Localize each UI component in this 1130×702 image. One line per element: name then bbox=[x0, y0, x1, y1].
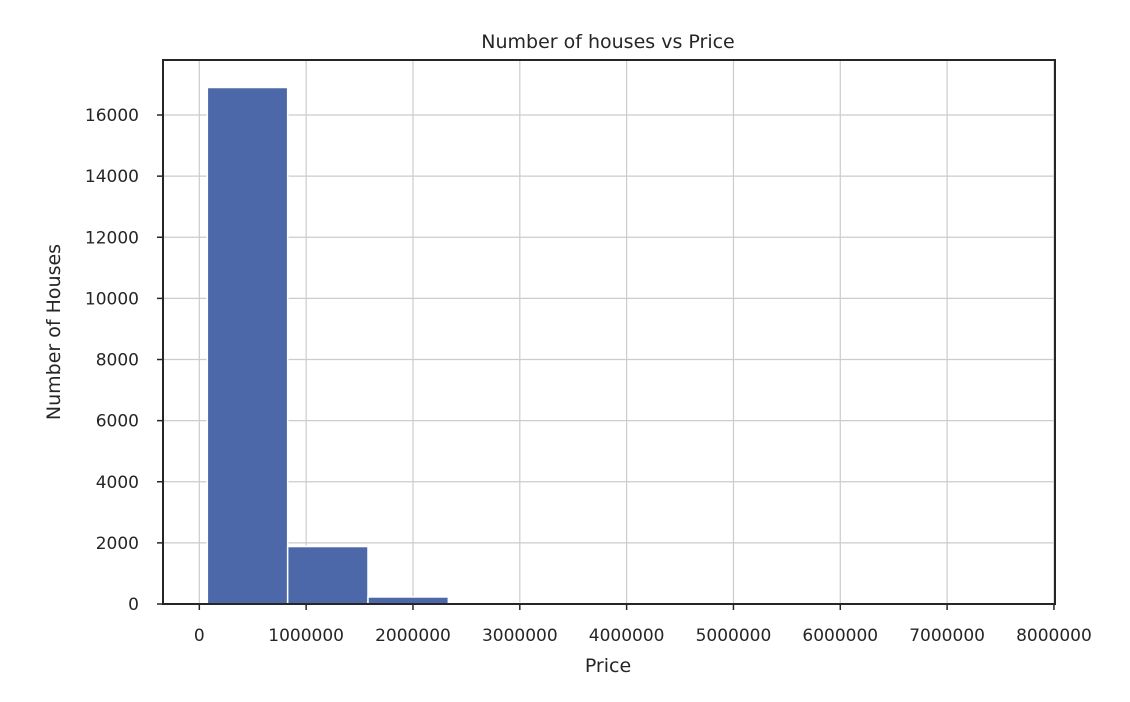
y-tick-label: 6000 bbox=[96, 412, 139, 432]
x-tick-label: 2000000 bbox=[375, 626, 451, 646]
chart-title: Number of houses vs Price bbox=[481, 31, 735, 53]
x-tick-label: 8000000 bbox=[1016, 626, 1092, 646]
histogram-bars bbox=[206, 86, 1012, 605]
y-tick-label: 16000 bbox=[85, 106, 139, 126]
y-tick-label: 2000 bbox=[96, 534, 139, 554]
x-tick-label: 4000000 bbox=[589, 626, 665, 646]
y-tick-label: 14000 bbox=[85, 167, 139, 187]
x-tick-label: 0 bbox=[194, 626, 205, 646]
plot-frame bbox=[162, 59, 1056, 605]
x-axis-ticks: 0 1000000 2000000 3000000 4000000 5000000 6000… bbox=[194, 604, 1092, 646]
x-tick-label: 1000000 bbox=[268, 626, 344, 646]
grid-lines bbox=[163, 60, 1055, 605]
y-tick-label: 10000 bbox=[85, 289, 139, 309]
y-axis-label: Number of Houses bbox=[43, 244, 65, 420]
x-tick-label: 7000000 bbox=[909, 626, 985, 646]
x-tick-label: 5000000 bbox=[696, 626, 772, 646]
histogram-bar bbox=[286, 545, 369, 605]
y-axis-ticks: 0 2000 4000 6000 8000 10000 12000 14000 16000 bbox=[85, 106, 163, 615]
histogram-bar bbox=[206, 86, 289, 605]
histogram-bar bbox=[367, 596, 450, 605]
x-tick-label: 3000000 bbox=[482, 626, 558, 646]
y-tick-label: 4000 bbox=[96, 473, 139, 493]
x-axis-label: Price bbox=[585, 655, 631, 677]
y-tick-label: 8000 bbox=[96, 351, 139, 371]
y-tick-label: 0 bbox=[128, 595, 139, 615]
y-tick-label: 12000 bbox=[85, 228, 139, 248]
x-tick-label: 6000000 bbox=[802, 626, 878, 646]
